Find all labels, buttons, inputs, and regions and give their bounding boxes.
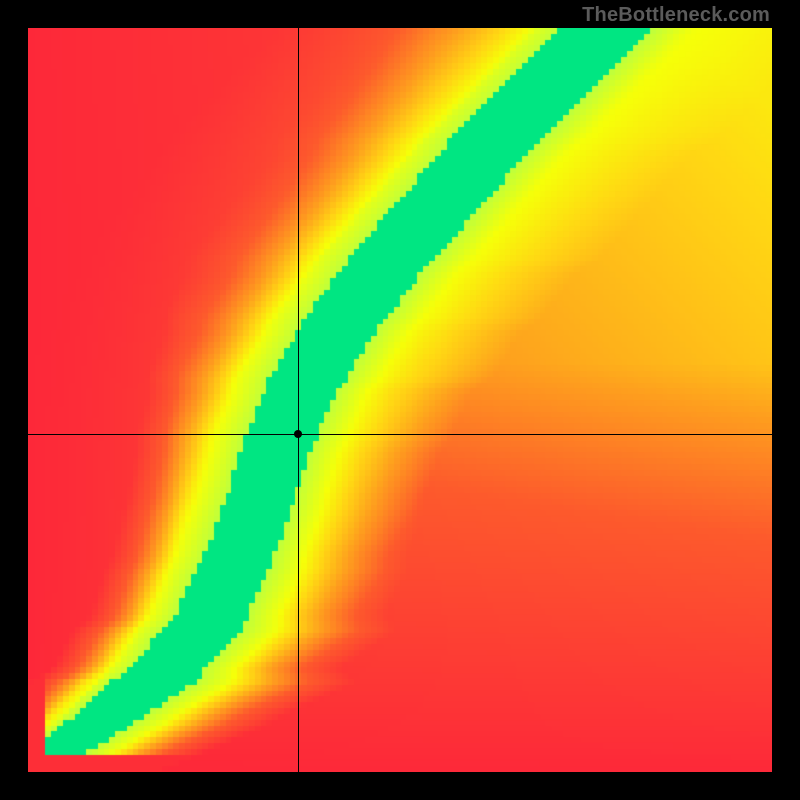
crosshair-marker (294, 430, 302, 438)
crosshair-vertical (298, 28, 299, 772)
watermark-text: TheBottleneck.com (582, 4, 770, 27)
crosshair-horizontal (28, 434, 772, 435)
heatmap-plot (28, 28, 772, 772)
heatmap-canvas (28, 28, 772, 772)
